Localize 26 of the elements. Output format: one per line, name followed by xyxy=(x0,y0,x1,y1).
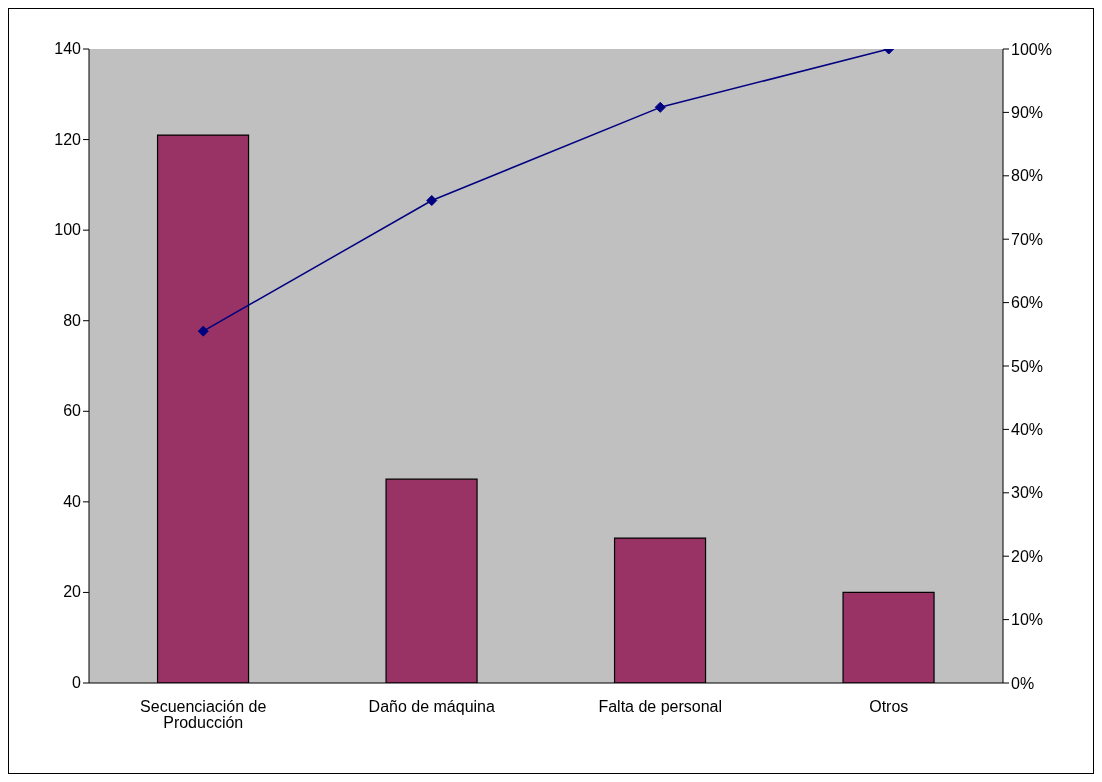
point xyxy=(426,195,438,207)
y-tick-label: 60 xyxy=(63,402,82,420)
y2-tick-label: 90% xyxy=(1011,104,1044,122)
x-tick-label: Falta de personal xyxy=(598,698,723,716)
y2-tick-label: 60% xyxy=(1011,294,1044,312)
y2-tick-label: 80% xyxy=(1011,167,1044,185)
point xyxy=(654,101,666,113)
y-tick-label: 40 xyxy=(63,492,82,510)
y-tick-label: 0 xyxy=(72,674,82,691)
point xyxy=(197,325,209,337)
y2-tick-label: 40% xyxy=(1011,421,1044,439)
y-tick-label: 20 xyxy=(63,583,82,601)
x-tick-label: Secuenciación de Producción xyxy=(140,698,267,732)
y2-tick-label: 100% xyxy=(1011,40,1052,58)
y2-tick-label: 20% xyxy=(1011,547,1044,565)
y2-tick-label: 70% xyxy=(1011,230,1044,248)
y2-tick-label: 30% xyxy=(1011,484,1044,502)
y-tick-label: 140 xyxy=(54,40,82,57)
y-tick-label: 100 xyxy=(54,221,82,239)
x-tick-label: Daño de máquina xyxy=(368,698,496,716)
y2-tick-label: 50% xyxy=(1011,357,1044,375)
y2-tick-label: 0% xyxy=(1011,674,1035,692)
x-tick-label: Otros xyxy=(869,698,909,716)
y2-tick-label: 10% xyxy=(1011,611,1044,629)
y-tick-label: 120 xyxy=(54,130,82,148)
y-tick-label: 80 xyxy=(63,311,82,329)
